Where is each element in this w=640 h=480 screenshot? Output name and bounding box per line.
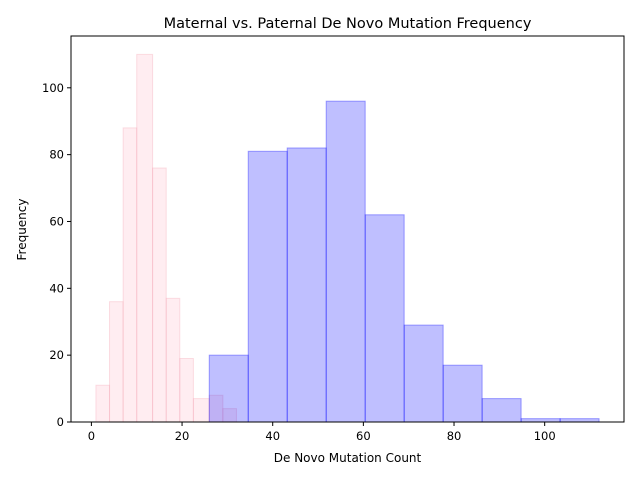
histogram-bar-series-1-bin-4 bbox=[136, 53, 154, 423]
histogram-bar-series-1-bin-6 bbox=[165, 297, 181, 423]
histogram-bar-series-2-bin-6 bbox=[403, 324, 444, 423]
histogram-bar-series-2-bin-9 bbox=[520, 418, 561, 423]
x-tick-label: 80 bbox=[447, 429, 462, 443]
histogram-bar-series-1-bin-1 bbox=[95, 384, 111, 423]
y-tick-label: 0 bbox=[57, 415, 64, 429]
x-tick-label: 60 bbox=[356, 429, 371, 443]
y-tick-label: 20 bbox=[49, 348, 64, 362]
x-tick-label: 40 bbox=[265, 429, 280, 443]
plot-frame bbox=[70, 35, 625, 423]
y-tick-label: 100 bbox=[42, 81, 64, 95]
chart-title: Maternal vs. Paternal De Novo Mutation F… bbox=[164, 16, 532, 32]
histogram-bar-series-2-bin-8 bbox=[481, 398, 522, 423]
histogram-bar-series-2-bin-3 bbox=[286, 147, 327, 423]
y-tick-label: 80 bbox=[49, 148, 64, 162]
x-tick-label: 20 bbox=[175, 429, 190, 443]
histogram-bar-series-2-bin-7 bbox=[442, 364, 483, 423]
bars-layer bbox=[95, 53, 600, 423]
histogram-bar-series-2-bin-2 bbox=[247, 150, 288, 423]
histogram-bar-series-1-bin-8 bbox=[192, 398, 210, 423]
x-axis-label: De Novo Mutation Count bbox=[274, 451, 422, 465]
x-tick-label: 100 bbox=[534, 429, 556, 443]
axes-layer: 0 20 40 60 80 100 0 20 40 60 80 100 bbox=[42, 35, 625, 443]
histogram-bar-series-2-bin-1 bbox=[208, 354, 249, 423]
histogram-bar-series-2-bin-4 bbox=[325, 100, 366, 423]
y-tick-label: 40 bbox=[49, 281, 64, 295]
y-axis-label: Frequency bbox=[15, 199, 29, 261]
histogram-bar-series-2-bin-10 bbox=[559, 418, 600, 423]
y-tick-label: 60 bbox=[49, 214, 64, 228]
histogram-bar-series-1-bin-7 bbox=[179, 358, 194, 423]
histogram-bar-series-1-bin-3 bbox=[122, 127, 138, 423]
histogram-bar-series-2-bin-5 bbox=[364, 214, 405, 423]
histogram-bar-series-1-bin-5 bbox=[152, 167, 167, 423]
x-tick-label: 0 bbox=[88, 429, 95, 443]
histogram-bar-series-1-bin-2 bbox=[109, 301, 124, 423]
